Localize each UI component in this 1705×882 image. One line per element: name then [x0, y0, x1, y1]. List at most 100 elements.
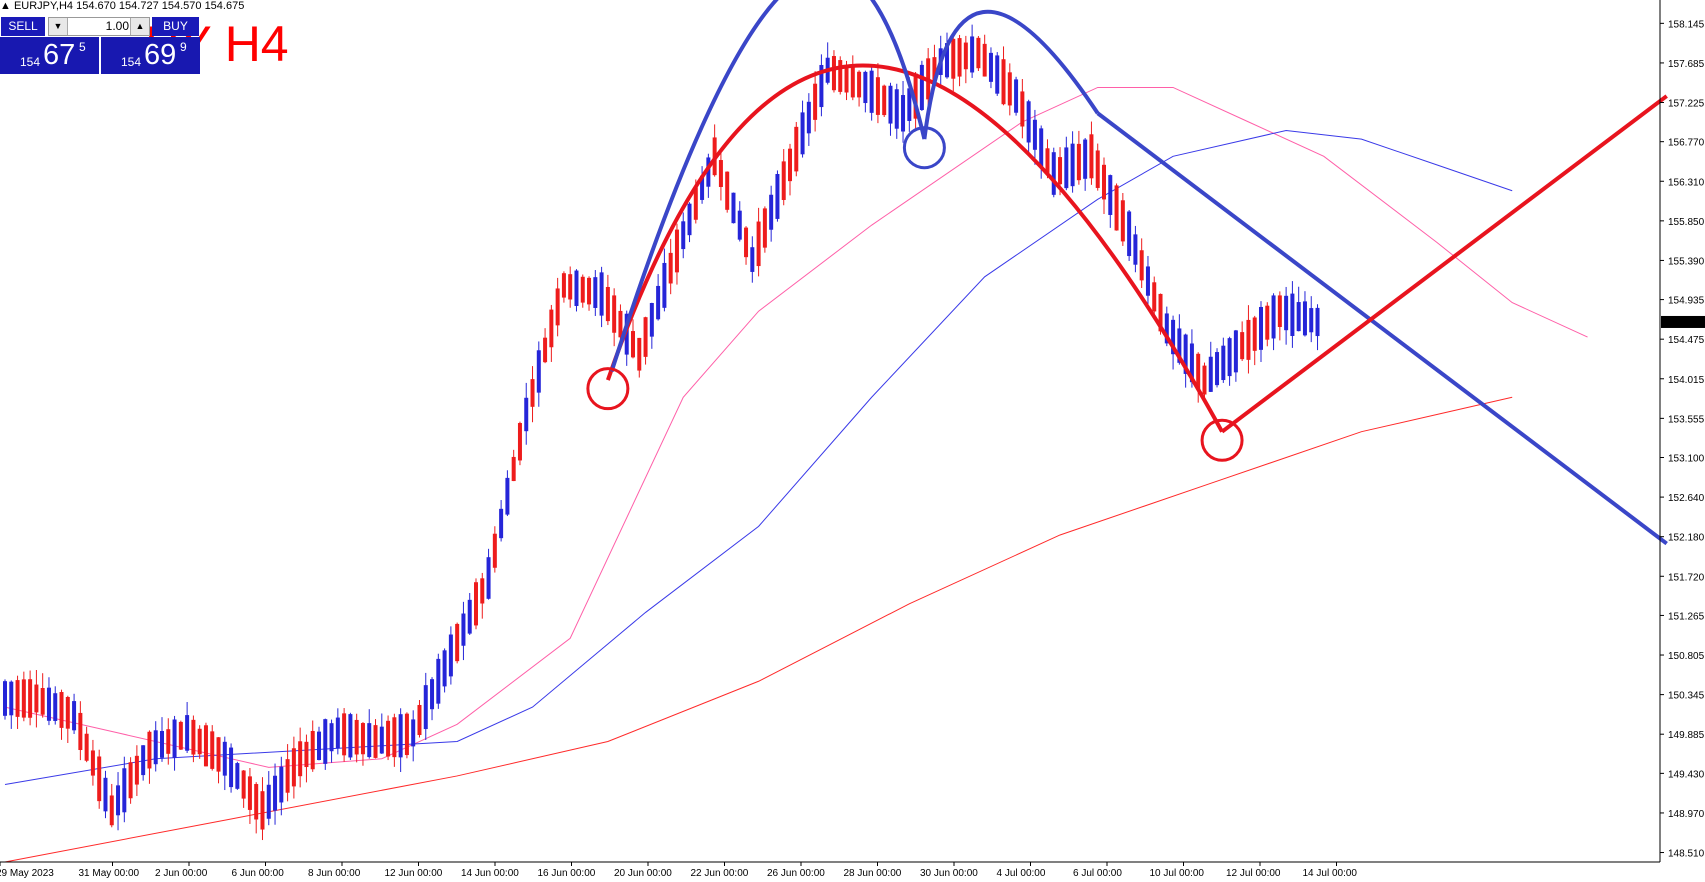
circle-marker[interactable]	[586, 367, 630, 411]
candle-body	[28, 679, 33, 718]
candle-body	[875, 77, 880, 115]
candle-body	[467, 599, 472, 634]
candle-body	[1020, 91, 1025, 127]
candle-body	[932, 57, 937, 84]
buy-button[interactable]: BUY	[152, 17, 199, 36]
time-label: 22 Jun 00:00	[691, 868, 749, 879]
candle-body	[1309, 308, 1314, 333]
time-label: 6 Jun 00:00	[232, 868, 285, 879]
price-label: 153.100	[1668, 454, 1705, 465]
candle-body	[1133, 234, 1138, 265]
candle-body	[442, 650, 447, 687]
price-label: 156.310	[1668, 177, 1705, 188]
candle-body	[354, 719, 359, 755]
candle-body	[1083, 139, 1088, 179]
candle-body	[1259, 306, 1263, 350]
candle-body	[1095, 150, 1100, 188]
candle-body	[901, 95, 906, 132]
collapse-triangle-icon[interactable]: ▲	[0, 0, 11, 12]
candle-body	[342, 713, 347, 756]
candle-body	[806, 101, 811, 134]
candle-body	[1127, 211, 1132, 257]
lot-decrease-icon[interactable]: ▼	[49, 18, 68, 35]
candle-body	[103, 777, 108, 812]
candle-body	[222, 741, 227, 776]
candle-body	[273, 775, 278, 811]
time-label: 10 Jul 00:00	[1150, 868, 1205, 879]
candle-body	[53, 693, 58, 721]
price-label: 158.145	[1668, 19, 1705, 30]
bid-price-button[interactable]: 154 67 5	[0, 37, 99, 74]
candle-body	[492, 533, 497, 568]
candle-body	[160, 730, 164, 758]
candle-body	[731, 192, 736, 224]
candle-body	[392, 717, 397, 758]
candle-body	[34, 684, 39, 713]
candle-body	[593, 277, 598, 308]
candle-body	[1051, 152, 1056, 195]
bid-prefix: 154	[20, 55, 41, 69]
candle-body	[1208, 356, 1213, 392]
candle-body	[1221, 345, 1226, 381]
price-label: 157.685	[1668, 59, 1705, 70]
blue-arc-drawing[interactable]	[922, 10, 1100, 140]
price-label: 151.265	[1668, 611, 1705, 622]
candle-body	[756, 221, 761, 267]
red-arc-drawing[interactable]	[605, 63, 1224, 433]
price-label: 149.885	[1668, 730, 1705, 741]
time-label: 20 Jun 00:00	[614, 868, 672, 879]
candle-body	[317, 731, 321, 761]
candle-body	[725, 171, 730, 210]
candle-body	[549, 309, 554, 348]
candle-body	[203, 725, 208, 767]
candle-body	[72, 701, 77, 731]
candle-body	[59, 692, 64, 728]
candle-body	[84, 733, 89, 761]
price-label: 152.640	[1668, 493, 1705, 504]
candle-body	[913, 73, 918, 119]
candle-body	[995, 55, 1000, 94]
one-click-trade-panel: SELL ▼ 1.00 ▲ BUY 154 67 5 154 69 9	[0, 16, 200, 74]
candle-body	[329, 723, 334, 752]
candle-body	[530, 379, 535, 407]
candle-body	[781, 161, 786, 200]
sell-button[interactable]: SELL	[1, 17, 45, 36]
price-label: 154.475	[1668, 335, 1705, 346]
price-label: 153.555	[1668, 414, 1705, 425]
candle-body	[1108, 175, 1113, 215]
candle-body	[769, 194, 774, 230]
circle-marker[interactable]	[1200, 418, 1244, 462]
time-label: 12 Jun 00:00	[385, 868, 443, 879]
candle-body	[430, 679, 435, 710]
candle-body	[637, 337, 642, 371]
price-label: 150.345	[1668, 691, 1705, 702]
lot-value[interactable]: 1.00	[105, 19, 129, 33]
bid-big: 67	[43, 39, 76, 71]
candle-body	[737, 210, 742, 240]
candle-body	[417, 704, 422, 736]
moving-average-line	[4, 86, 1588, 768]
candle-body	[693, 187, 698, 220]
candle-body	[1215, 352, 1220, 386]
blue-arc-drawing[interactable]	[609, 0, 927, 373]
candle-body	[141, 745, 146, 776]
circle-marker[interactable]	[902, 126, 946, 170]
candle-body	[988, 52, 993, 82]
price-label: 148.510	[1668, 849, 1705, 860]
candle-body	[524, 397, 529, 432]
red-trendline-drawing[interactable]	[1220, 94, 1668, 434]
ask-price-button[interactable]: 154 69 9	[101, 37, 200, 74]
candle-body	[21, 679, 26, 718]
lot-size-field[interactable]: ▼ 1.00 ▲	[48, 17, 150, 36]
symbol-header: ▲ EURJPY,H4 154.670 154.727 154.570 154.…	[0, 0, 244, 12]
lot-increase-icon[interactable]: ▲	[130, 18, 149, 35]
candle-body	[40, 688, 45, 715]
candle-body	[1265, 305, 1270, 340]
candle-body	[794, 126, 799, 172]
candle-body	[229, 747, 234, 788]
candle-body	[561, 273, 566, 298]
candle-body	[882, 85, 887, 116]
candle-body	[850, 66, 855, 98]
blue-trendline-drawing[interactable]	[1096, 111, 1668, 546]
